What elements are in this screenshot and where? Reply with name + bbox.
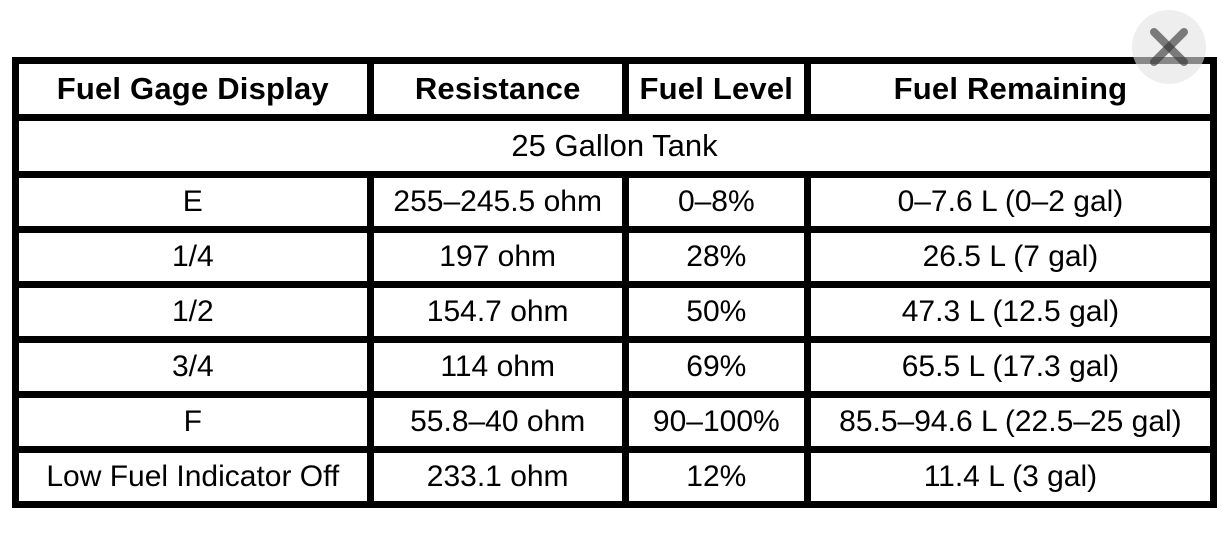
table-cell: 154.7 ohm [366,281,629,343]
table-cell: 1/4 [12,226,374,288]
column-header-fuel-remaining: Fuel Remaining [803,57,1218,121]
fuel-gage-table: Fuel Gage Display Resistance Fuel Level … [12,57,1218,508]
table-cell: 255–245.5 ohm [366,171,629,233]
column-header-fuel-level: Fuel Level [621,57,811,121]
table-cell: Low Fuel Indicator Off [12,446,374,508]
close-button[interactable] [1132,10,1206,84]
table-row: 1/4 197 ohm 28% 26.5 L (7 gal) [12,226,1218,288]
table-row: F 55.8–40 ohm 90–100% 85.5–94.6 L (22.5–… [12,391,1218,453]
table-row: Low Fuel Indicator Off 233.1 ohm 12% 11.… [12,446,1218,508]
table-cell: F [12,391,374,453]
tank-size-row: 25 Gallon Tank [12,114,1217,178]
table-cell: 28% [621,226,811,288]
table-cell: 55.8–40 ohm [366,391,629,453]
table-cell: 3/4 [12,336,374,398]
table-cell: 1/2 [12,281,374,343]
table-cell: 0–7.6 L (0–2 gal) [803,171,1218,233]
header-row: Fuel Gage Display Resistance Fuel Level … [12,57,1218,121]
table-cell: 12% [621,446,811,508]
table-cell: 197 ohm [366,226,629,288]
table-cell: 50% [621,281,811,343]
table-cell: 114 ohm [366,336,629,398]
column-header-fuel-gage-display: Fuel Gage Display [12,57,374,121]
table-cell: 47.3 L (12.5 gal) [803,281,1218,343]
table-cell: 85.5–94.6 L (22.5–25 gal) [803,391,1218,453]
table-cell: E [12,171,374,233]
table-cell: 65.5 L (17.3 gal) [803,336,1218,398]
table-cell: 233.1 ohm [366,446,629,508]
table-row: 3/4 114 ohm 69% 65.5 L (17.3 gal) [12,336,1218,398]
table-cell: 0–8% [621,171,811,233]
table-cell: 26.5 L (7 gal) [803,226,1218,288]
table-cell: 11.4 L (3 gal) [803,446,1218,508]
table-cell: 90–100% [621,391,811,453]
close-icon [1146,24,1192,70]
tank-size-cell: 25 Gallon Tank [12,114,1217,178]
column-header-resistance: Resistance [366,57,629,121]
table-row: 1/2 154.7 ohm 50% 47.3 L (12.5 gal) [12,281,1218,343]
table-row: E 255–245.5 ohm 0–8% 0–7.6 L (0–2 gal) [12,171,1218,233]
table-cell: 69% [621,336,811,398]
